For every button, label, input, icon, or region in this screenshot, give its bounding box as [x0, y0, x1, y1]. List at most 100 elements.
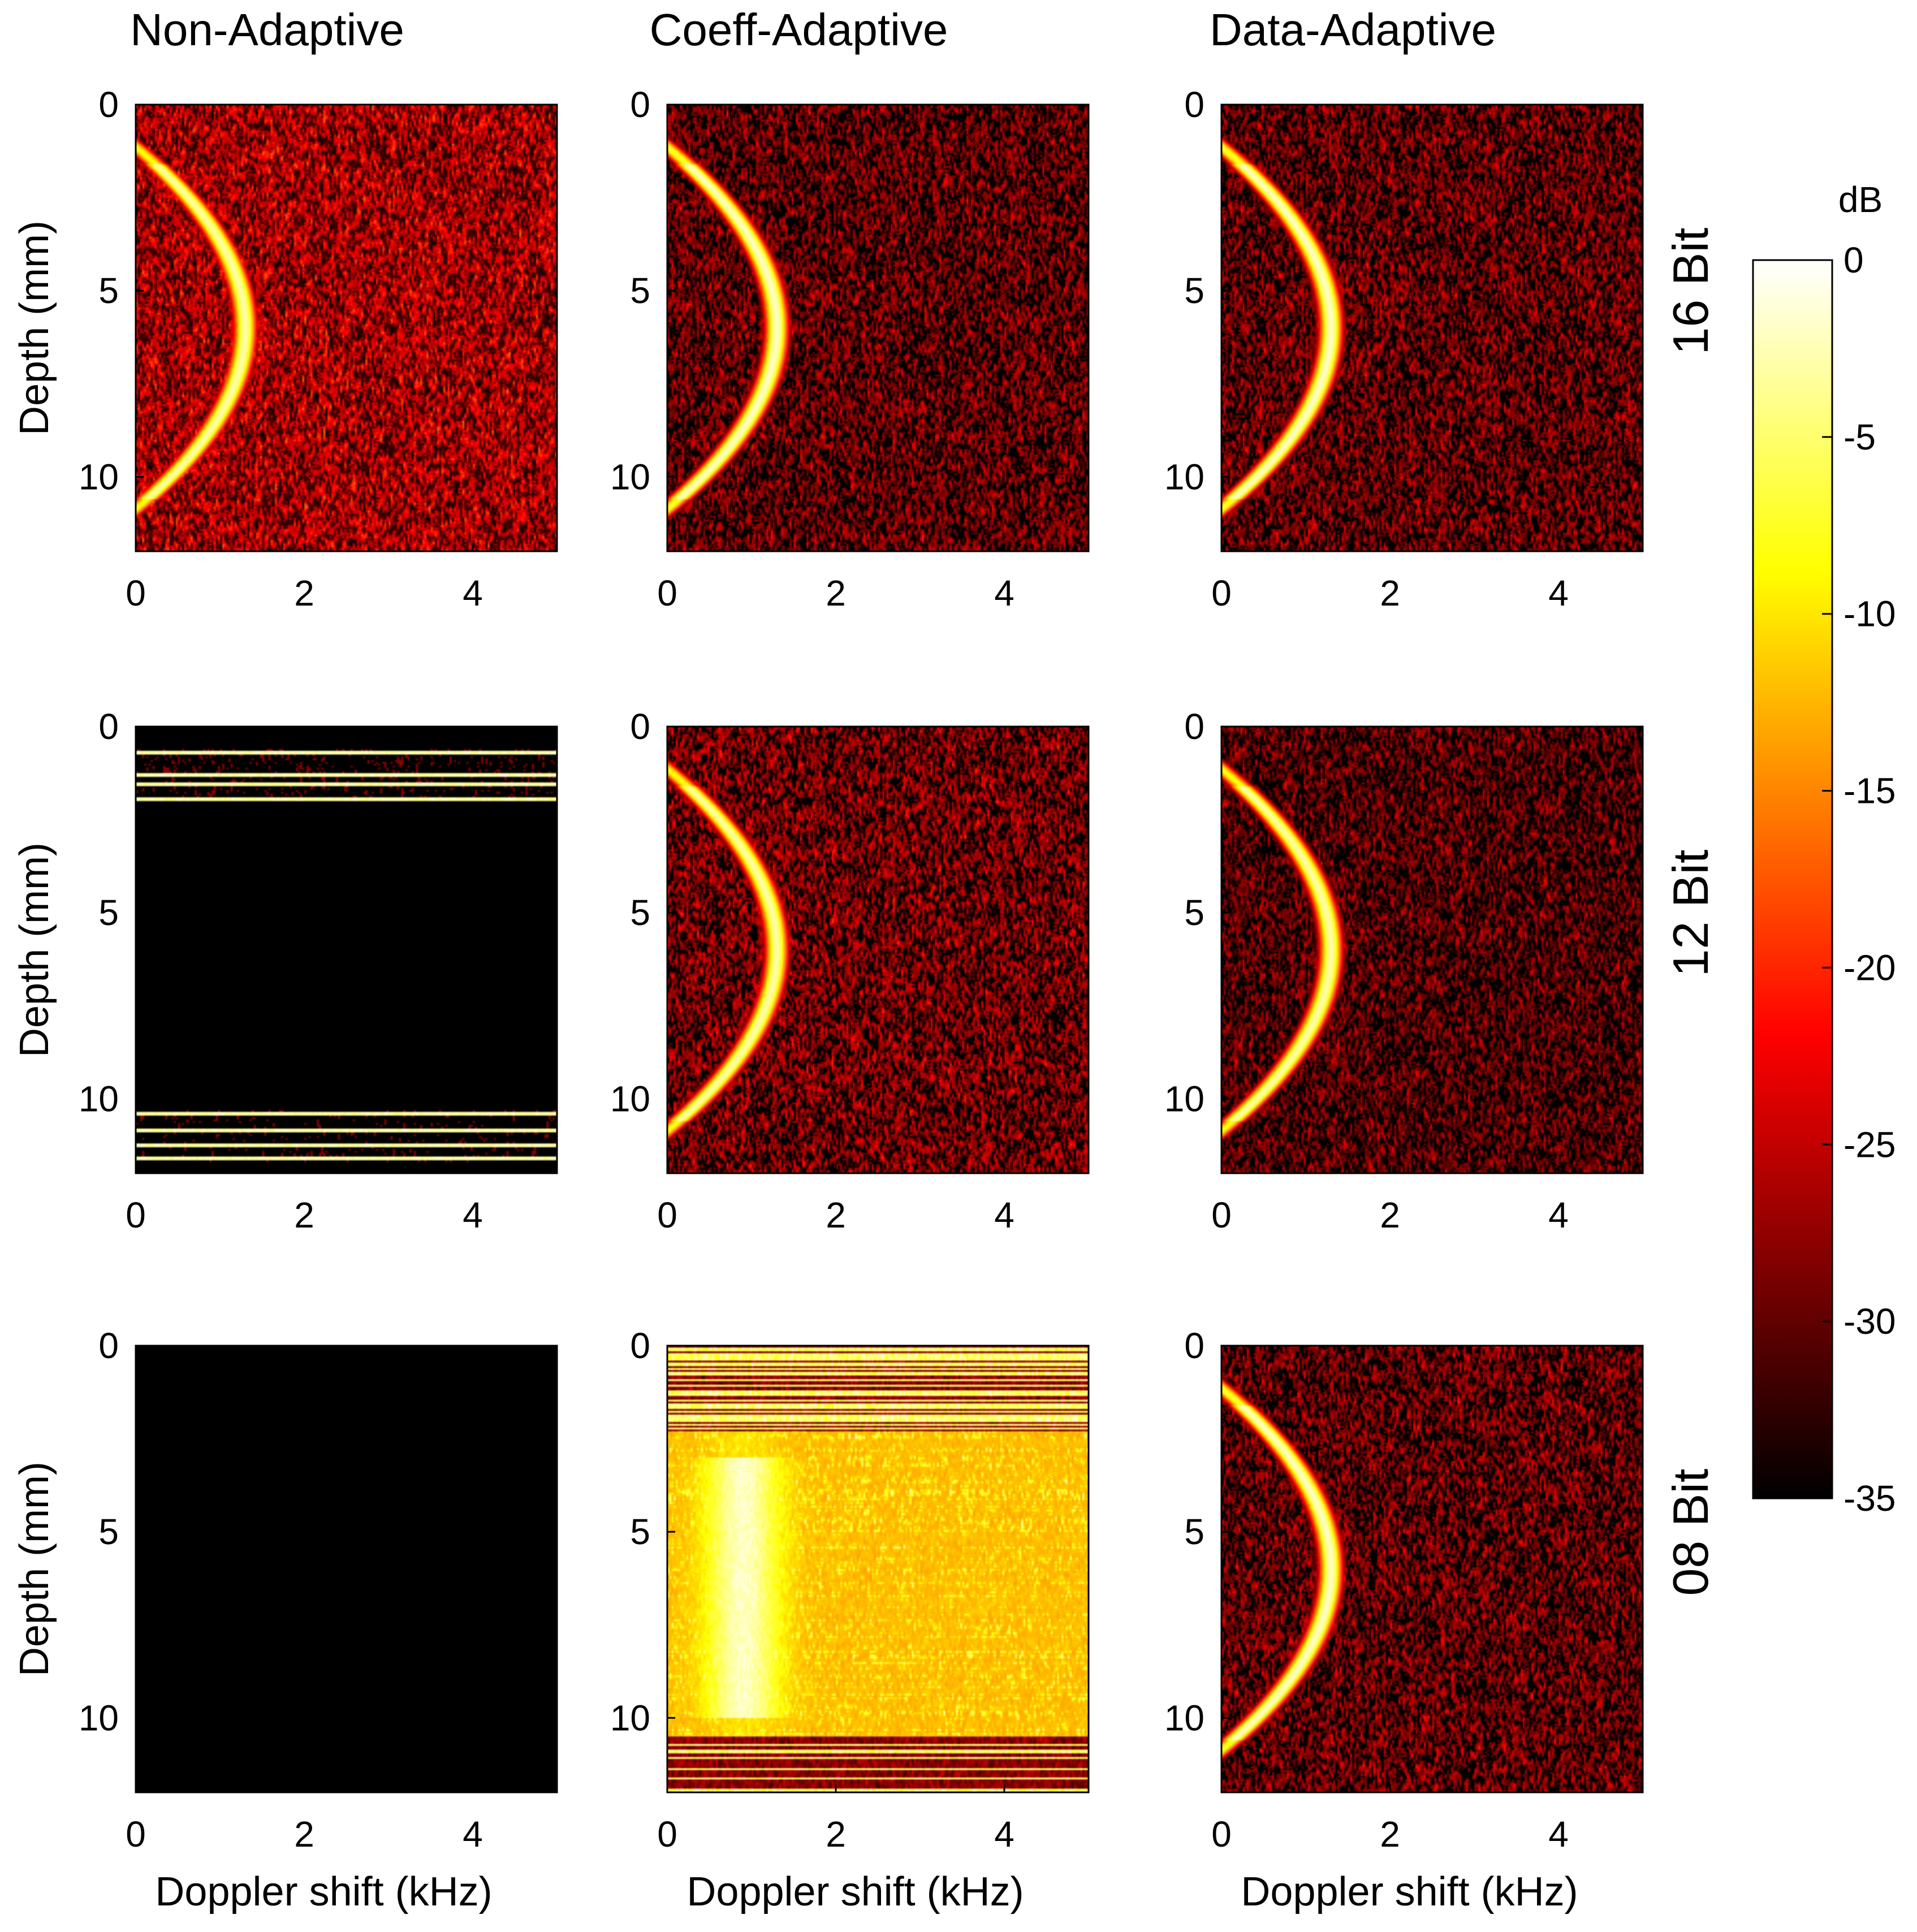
heatmap-image [1221, 727, 1643, 1173]
x-tick-label: 0 [126, 1814, 146, 1855]
y-tick-label: 5 [98, 892, 119, 933]
panel: 0 2 4 0 5 10 [610, 84, 1090, 613]
y-tick-label: 0 [98, 706, 119, 747]
y-axis-label: Depth (mm) [12, 842, 57, 1057]
x-tick-label: 2 [294, 1814, 314, 1855]
heatmap-image [136, 727, 557, 1173]
x-tick-label: 4 [463, 573, 483, 613]
x-tick-label: 4 [1548, 573, 1569, 613]
column-title: Non-Adaptive [130, 5, 404, 55]
y-tick-label: 5 [630, 892, 650, 933]
colorbar-tick-label: -35 [1843, 1478, 1896, 1519]
panel: 0 2 4 0 5 10 Doppler shift (kHz) [1164, 1325, 1644, 1914]
y-tick-label: 10 [79, 1697, 119, 1738]
x-tick-label: 0 [126, 1195, 146, 1235]
panel-frame [1220, 1345, 1644, 1793]
y-tick-label: 0 [98, 84, 119, 125]
heatmap-image [667, 1346, 1089, 1792]
panel: 0 2 4 0 5 10 Depth (mm) [12, 706, 558, 1235]
column-title: Data-Adaptive [1210, 5, 1496, 55]
y-tick-label: 0 [630, 1325, 650, 1366]
panel-frame [1220, 103, 1644, 552]
panel: 0 2 4 0 5 10 [1164, 706, 1644, 1235]
x-tick-label: 2 [1380, 1814, 1400, 1855]
x-tick-label: 4 [1548, 1814, 1569, 1855]
y-tick-label: 10 [79, 1078, 119, 1119]
panel-frame [666, 103, 1090, 552]
x-axis-label: Doppler shift (kHz) [155, 1869, 492, 1914]
x-tick-label: 4 [463, 1814, 483, 1855]
heatmap-image [1221, 105, 1643, 551]
y-tick-label: 10 [610, 1078, 650, 1119]
colorbar-tick-label: 0 [1843, 240, 1864, 280]
y-tick-label: 10 [1164, 1697, 1204, 1738]
heatmap-image [1221, 1346, 1643, 1792]
x-tick-label: 0 [1211, 1814, 1232, 1855]
panel-frame [666, 725, 1090, 1174]
row-label: 16 Bit [1663, 227, 1719, 355]
heatmap-image [136, 105, 557, 551]
panel: 0 2 4 0 5 10 Depth (mm) [12, 84, 558, 613]
y-tick-label: 0 [1184, 84, 1204, 125]
y-tick-label: 5 [1184, 1511, 1204, 1552]
row-label: 08 Bit [1663, 1468, 1719, 1596]
x-tick-label: 0 [1211, 1195, 1232, 1235]
y-tick-label: 5 [1184, 270, 1204, 311]
panel: 0 2 4 0 5 10 Depth (mm) Doppler shift (kHz) [12, 1325, 558, 1914]
heatmap-image [667, 727, 1089, 1173]
x-tick-label: 4 [1548, 1195, 1569, 1235]
x-tick-label: 2 [294, 1195, 314, 1235]
y-tick-label: 5 [98, 270, 119, 311]
x-tick-label: 4 [994, 1195, 1014, 1235]
x-tick-label: 2 [826, 1195, 846, 1235]
y-tick-label: 10 [1164, 456, 1204, 497]
x-tick-label: 2 [826, 1814, 846, 1855]
x-tick-label: 0 [126, 573, 146, 613]
panel-frame [1220, 725, 1644, 1174]
colorbar-tick-label: -25 [1843, 1124, 1896, 1165]
colorbar-gradient [1752, 259, 1833, 1499]
x-tick-label: 4 [994, 1814, 1014, 1855]
colorbar-label: dB [1838, 179, 1883, 220]
panel-frame [135, 1345, 558, 1793]
y-tick-label: 5 [630, 1511, 650, 1552]
x-tick-label: 2 [1380, 573, 1400, 613]
y-tick-label: 10 [1164, 1078, 1204, 1119]
y-tick-label: 10 [610, 1697, 650, 1738]
y-tick-label: 0 [630, 706, 650, 747]
x-axis-label: Doppler shift (kHz) [687, 1869, 1024, 1914]
heatmap-image [667, 105, 1089, 551]
y-tick-label: 5 [1184, 892, 1204, 933]
x-axis-label: Doppler shift (kHz) [1241, 1869, 1578, 1914]
panel: 0 2 4 0 5 10 Doppler shift (kHz) [610, 1325, 1090, 1914]
x-tick-label: 0 [657, 573, 677, 613]
y-tick-label: 10 [79, 456, 119, 497]
y-tick-label: 5 [98, 1511, 119, 1552]
colorbar-tick-label: -10 [1843, 594, 1896, 634]
x-tick-label: 4 [994, 573, 1014, 613]
row-labels: 16 Bit 12 Bit 08 Bit [1663, 227, 1719, 1596]
x-tick-label: 2 [1380, 1195, 1400, 1235]
y-tick-label: 0 [1184, 1325, 1204, 1366]
x-tick-label: 0 [1211, 573, 1232, 613]
panel-frame [666, 1345, 1090, 1793]
heatmap-image [136, 1346, 557, 1792]
colorbar: dB 0 -5 -10 -15 -20 -25 -30 -35 [1752, 179, 1896, 1519]
y-tick-label: 0 [630, 84, 650, 125]
panel-frame [135, 103, 558, 552]
x-tick-label: 2 [294, 573, 314, 613]
y-tick-label: 0 [98, 1325, 119, 1366]
panel-frame [135, 725, 558, 1174]
row-label: 12 Bit [1663, 849, 1719, 976]
y-axis-label: Depth (mm) [12, 1462, 57, 1676]
panel: 0 2 4 0 5 10 [610, 706, 1090, 1235]
y-tick-label: 5 [630, 270, 650, 311]
y-tick-label: 10 [610, 456, 650, 497]
panel: 0 2 4 0 5 10 [1164, 84, 1644, 613]
colorbar-tick-label: -30 [1843, 1301, 1896, 1342]
x-tick-label: 0 [657, 1814, 677, 1855]
column-titles: Non-Adaptive Coeff-Adaptive Data-Adaptive [130, 5, 1496, 55]
y-tick-label: 0 [1184, 706, 1204, 747]
y-axis-label: Depth (mm) [12, 221, 57, 435]
